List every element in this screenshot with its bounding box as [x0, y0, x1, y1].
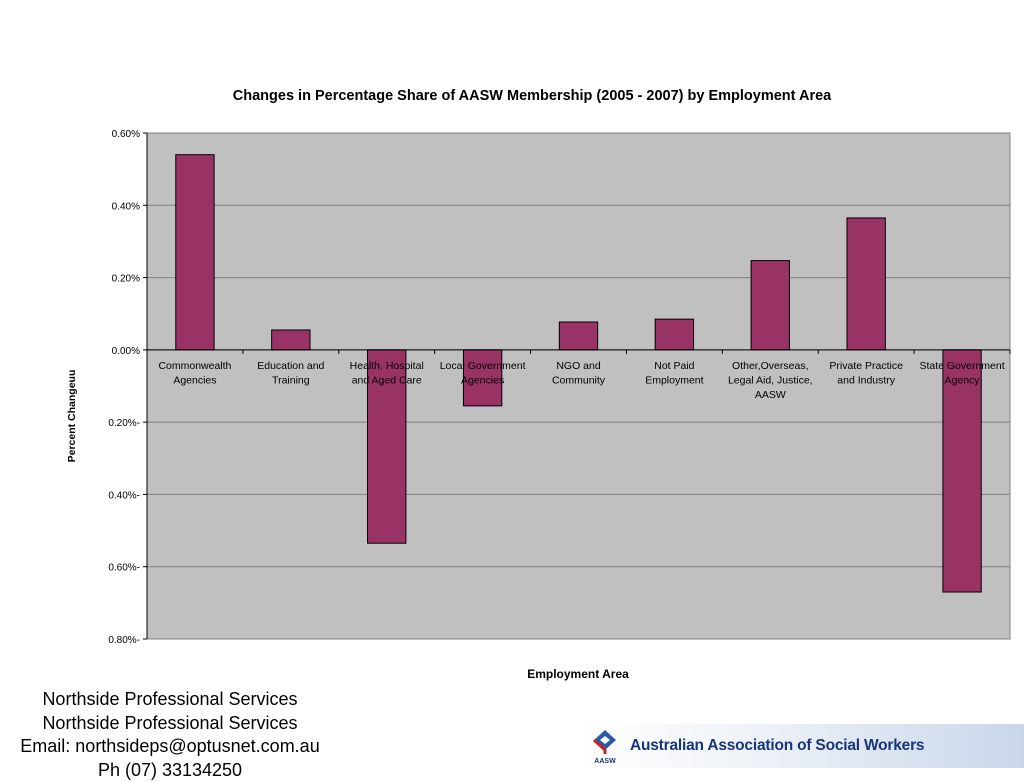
x-tick-label-line: Local Government [440, 360, 526, 372]
x-tick-label-line: Agencies [173, 374, 216, 386]
bar [176, 155, 214, 350]
x-tick-label-line: Commonwealth [158, 360, 231, 372]
x-tick-label-line: AASW [755, 389, 786, 401]
bar [559, 322, 597, 350]
x-tick-label-line: Education and [257, 360, 324, 372]
y-tick-label: 0.00% [112, 346, 140, 357]
aasw-logo-mark-label: AASW [594, 758, 616, 765]
x-tick-label-line: Training [272, 374, 310, 386]
x-tick-label-line: Legal Aid, Justice, [728, 374, 813, 386]
aasw-logo-text: Australian Association of Social Workers [630, 737, 924, 755]
aasw-logo-banner: AASW Australian Association of Social Wo… [580, 724, 1024, 768]
y-tick-label: 0.20% [112, 274, 140, 285]
footer-line-company-repeat: Northside Professional Services [0, 712, 340, 736]
footer-line-company: Northside Professional Services [0, 688, 340, 712]
plot-area: 0.60% 0.40% 0.20% 0.00% 0.20%- 0.40%- 0.60%- 0.… [108, 129, 1010, 646]
bar [847, 218, 885, 350]
x-tick-label-line: Health, Hospital [350, 360, 424, 372]
x-tick-label-line: Private Practice [829, 360, 903, 372]
x-tick-label-line: and Aged Care [352, 374, 422, 386]
y-tick-label: 0.80%- [108, 635, 140, 646]
x-tick-label-line: Employment [645, 374, 703, 386]
y-tick-label: 0.20%- [108, 418, 140, 429]
x-tick-label-line: Agency [945, 374, 981, 386]
x-tick-label-line: Other,Overseas, [732, 360, 808, 372]
footer-line-phone: Ph (07) 33134250 [0, 759, 340, 782]
y-axis-title: Percent Changeuu [66, 370, 78, 463]
aasw-logo-icon: AASW [590, 728, 624, 766]
y-tick-label: 0.40% [112, 201, 140, 212]
x-tick-label-line: and Industry [837, 374, 896, 386]
y-tick-label: 0.60% [112, 129, 140, 140]
x-axis-title: Employment Area [527, 667, 629, 681]
x-tick-label-line: Agencies [461, 374, 504, 386]
x-tick-label-line: Not Paid [654, 360, 694, 372]
bar [272, 330, 310, 350]
bar [655, 319, 693, 350]
x-tick-label-line: Community [552, 374, 606, 386]
x-tick-label-line: NGO and [556, 360, 601, 372]
y-tick-label: 0.60%- [108, 563, 140, 574]
chart-title: Changes in Percentage Share of AASW Memb… [233, 88, 832, 104]
y-tick-label: 0.40%- [108, 490, 140, 501]
bar [751, 261, 789, 350]
footer-line-email: Email: northsideps@optusnet.com.au [0, 735, 340, 759]
x-tick-label-line: State Government [919, 360, 1004, 372]
